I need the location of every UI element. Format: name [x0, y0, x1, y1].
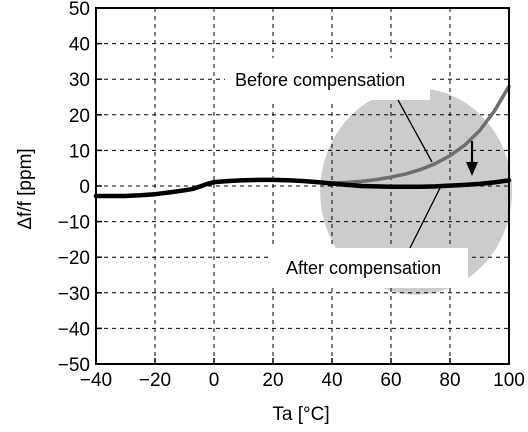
x-axis-label: Ta [°C]	[272, 404, 329, 425]
y-tick-label: −10	[58, 213, 90, 234]
y-tick-label: −20	[58, 248, 90, 269]
y-tick-label: 0	[79, 177, 90, 198]
y-tick-label: 20	[69, 106, 90, 127]
highlight-region	[320, 88, 512, 295]
axis-layer: −40 −20 0 20 40 60 80 100−50−40−30−20−100102030…	[58, 0, 525, 391]
y-tick-label: −50	[58, 355, 90, 376]
y-tick-label: −40	[58, 319, 90, 340]
x-tick-label: −40	[80, 370, 112, 391]
series-line-before-compensation	[324, 84, 511, 185]
after-compensation-label: After compensation	[286, 258, 441, 278]
y-axis-label: Δf/f [ppm]	[15, 148, 36, 229]
highlight-region-layer	[320, 88, 512, 295]
y-tick-label: 50	[69, 0, 90, 20]
before-label-box	[225, 58, 430, 100]
after-label-box	[272, 248, 468, 288]
x-tick-label: −20	[139, 370, 171, 391]
annotation-layer: Before compensation After compensation	[225, 58, 478, 288]
x-tick-label: 80	[439, 370, 460, 391]
after-leader-line	[409, 185, 442, 249]
x-tick-label: 20	[262, 370, 283, 391]
x-tick-label: 60	[380, 370, 401, 391]
x-tick-label: 0	[209, 370, 220, 391]
y-tick-label: 40	[69, 35, 90, 56]
y-tick-label: 10	[69, 141, 90, 162]
x-tick-label: 100	[493, 370, 525, 391]
down-arrow-icon	[466, 162, 478, 176]
y-tick-label: 30	[69, 70, 90, 91]
series-line-after-compensation	[93, 177, 512, 199]
x-tick-label: 40	[321, 370, 342, 391]
before-compensation-label: Before compensation	[235, 70, 405, 90]
y-tick-label: −30	[58, 284, 90, 305]
series-layer	[93, 84, 512, 199]
before-leader-line	[397, 99, 433, 163]
